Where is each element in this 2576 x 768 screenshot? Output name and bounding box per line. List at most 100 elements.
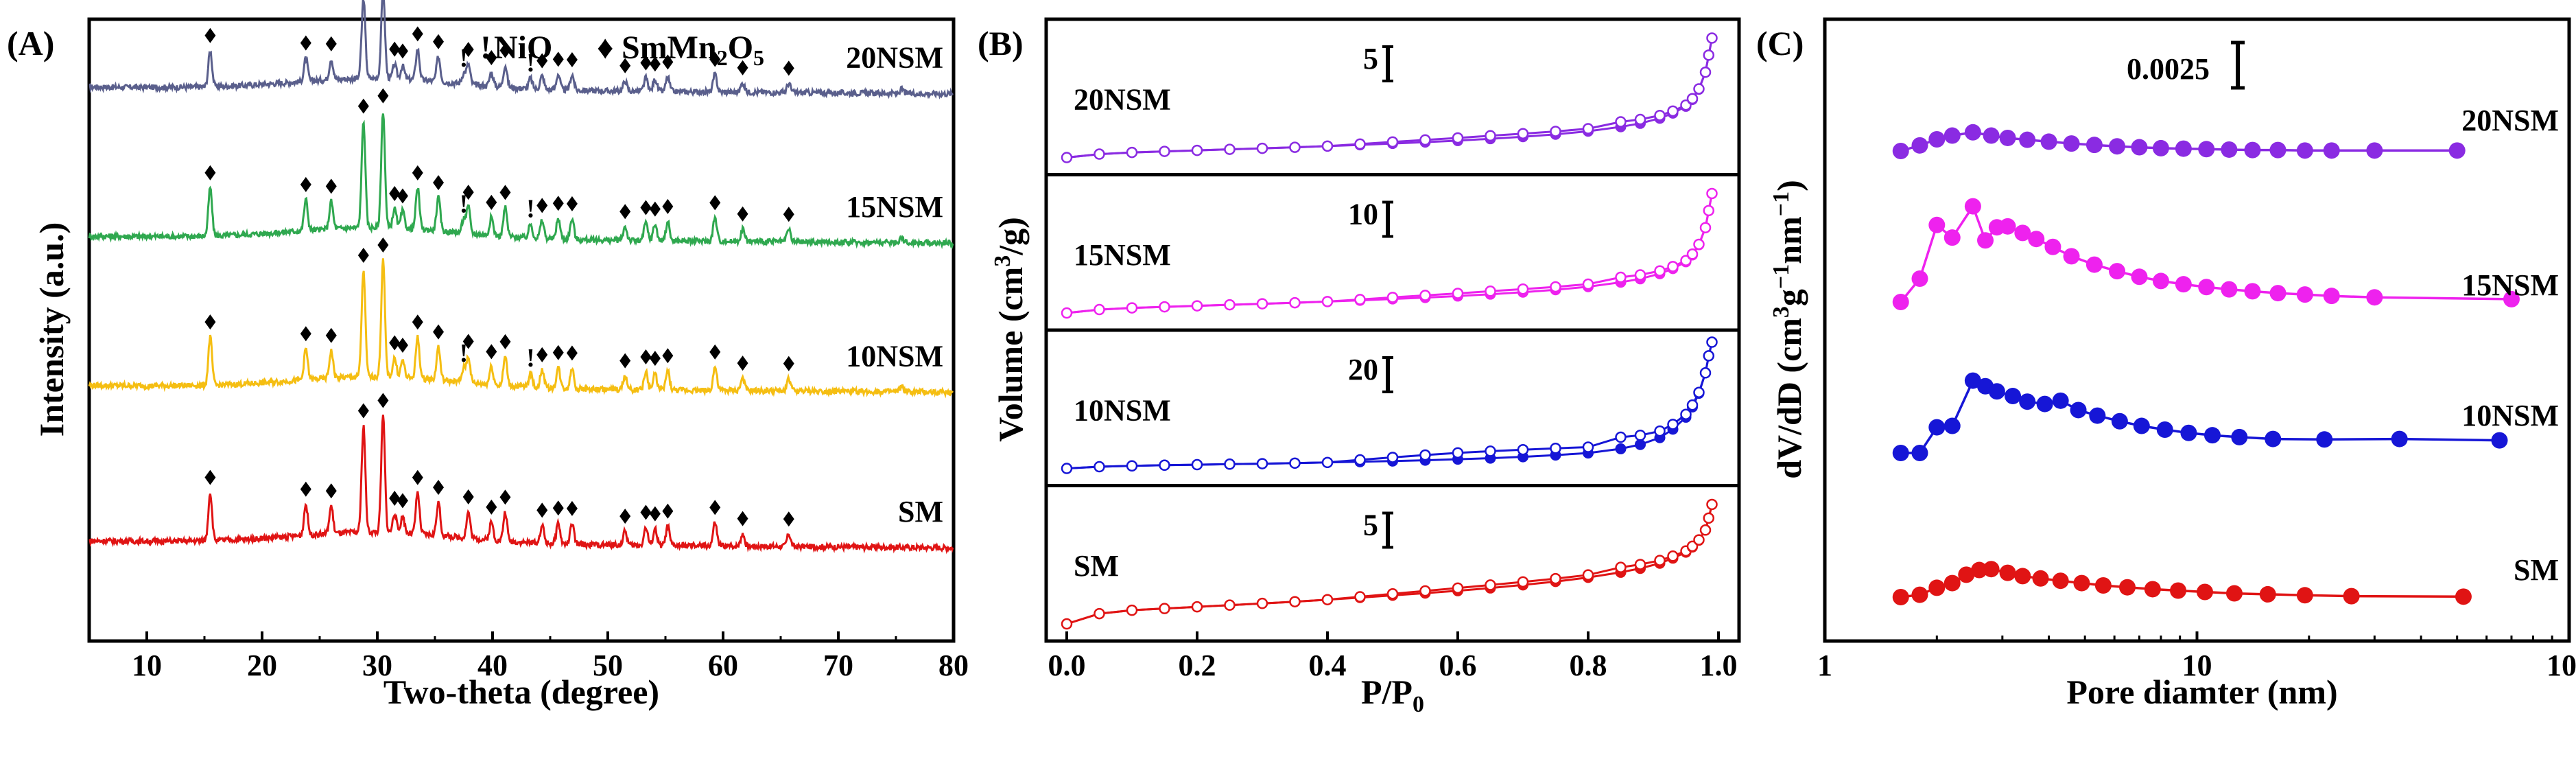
a-peak-marker-smmn2o5: [536, 502, 548, 518]
a-peak-marker-smmn2o5: [662, 503, 674, 519]
panel-a-series-labels: 20NSM 15NSM 10NSM SM: [846, 41, 943, 528]
panel-c-scale-bar: 0.0025: [2127, 40, 2245, 90]
b-des-point: [1386, 292, 1399, 303]
a-xtick-label: 30: [362, 649, 392, 682]
c-point: [2036, 395, 2053, 412]
panel-b-series: [1061, 32, 1718, 630]
c-point: [2259, 585, 2276, 603]
a-peak-marker-smmn2o5: [462, 489, 474, 505]
c-point: [1911, 445, 1928, 461]
c-point: [2063, 135, 2080, 152]
a-xtick-label: 70: [823, 649, 853, 682]
b-des-point: [1386, 136, 1399, 148]
a-xtick-label: 60: [708, 649, 738, 682]
b-series-label-SM: SM: [1074, 549, 1119, 583]
c-point: [2366, 289, 2383, 306]
c-point: [2133, 417, 2150, 434]
b-des-point: [1615, 271, 1627, 283]
c-point: [2448, 142, 2466, 159]
panel-c-frame: [1823, 17, 2571, 643]
b-des-point: [1485, 579, 1496, 591]
b-des-point: [1159, 301, 1170, 313]
b-des-point: [1354, 591, 1366, 603]
c-series-label-SM: SM: [2514, 553, 2559, 587]
b-des-point: [1452, 288, 1464, 299]
panel-c-xlabel: Pore diamter (nm): [2066, 673, 2337, 711]
c-point: [2323, 142, 2340, 159]
c-point: [2170, 582, 2187, 599]
b-des-point: [1419, 290, 1431, 301]
a-peak-marker-smmn2o5: [619, 58, 631, 73]
a-peak-marker-smmn2o5: [737, 511, 748, 526]
b-ads-point: [1615, 443, 1627, 454]
b-des-point: [1615, 561, 1627, 573]
a-peak-marker-smmn2o5: [204, 314, 216, 330]
b-des-point: [1289, 457, 1301, 469]
c-point: [2175, 140, 2192, 157]
b-des-point: [1094, 461, 1105, 473]
c-point: [2503, 290, 2520, 307]
a-peak-marker-smmn2o5: [783, 511, 794, 527]
a-series-label-20NSM: 20NSM: [846, 41, 943, 75]
c-point: [1999, 129, 2016, 146]
b-des-point: [1094, 607, 1105, 620]
b-series-label-20NSM: 20NSM: [1074, 82, 1171, 116]
a-peak-marker-smmn2o5: [662, 198, 674, 214]
b-des-point: [1550, 281, 1561, 293]
b-des-point: [1517, 576, 1529, 588]
c-point: [1943, 229, 1961, 246]
a-peak-marker-smmn2o5: [486, 499, 497, 515]
c-point: [2196, 583, 2213, 601]
a-xtick-label: 40: [477, 649, 508, 682]
c-point: [2109, 138, 2126, 155]
a-peak-marker-smmn2o5: [433, 175, 445, 191]
b-scale-label-SM: 5: [1363, 509, 1378, 542]
a-peak-marker-smmn2o5: [412, 165, 423, 181]
a-peak-marker-smmn2o5: [566, 345, 578, 361]
panel-b-xlabel: P/P0: [1361, 673, 1424, 717]
b-des-point: [1485, 130, 1496, 142]
b-ads-point: [1635, 439, 1646, 450]
a-series-20NSM: [88, 0, 954, 100]
b-des-point: [1289, 141, 1301, 153]
panel-a-series: [88, 0, 954, 555]
b-scale-label-20NSM: 5: [1363, 42, 1378, 75]
a-peak-marker-smmn2o5: [357, 98, 369, 114]
c-point: [1943, 574, 1961, 592]
b-des-point: [1256, 458, 1268, 469]
b-des-point: [1159, 459, 1170, 472]
c-point: [2152, 272, 2169, 290]
c-point: [1892, 445, 1909, 461]
a-peak-marker-smmn2o5: [552, 51, 564, 67]
c-point: [2221, 281, 2238, 298]
b-des-point: [1699, 222, 1712, 233]
a-peak-marker-smmn2o5: [552, 500, 564, 516]
b-des-point: [1615, 431, 1627, 443]
a-series-label-10NSM: 10NSM: [846, 340, 943, 373]
b-des-point: [1634, 269, 1646, 281]
a-peak-marker-smmn2o5: [377, 393, 389, 408]
b-des-point: [1419, 449, 1431, 461]
b-des-point: [1703, 205, 1714, 217]
b-des-point: [1191, 458, 1203, 471]
b-scale-label-10NSM: 20: [1348, 353, 1378, 386]
c-point: [2019, 131, 2036, 148]
b-des-point: [1703, 350, 1714, 362]
a-peak-marker-smmn2o5: [499, 334, 511, 349]
b-des-point: [1419, 134, 1431, 146]
a-peak-marker-smmn2o5: [325, 483, 337, 499]
b-des-point: [1582, 123, 1594, 135]
a-peak-marker-smmn2o5: [709, 51, 721, 67]
b-des-point: [1256, 597, 1268, 609]
a-peak-marker-smmn2o5: [377, 237, 389, 253]
b-des-point: [1615, 116, 1627, 128]
c-point: [2455, 588, 2472, 605]
a-peak-marker-smmn2o5: [486, 194, 497, 210]
a-peak-marker-smmn2o5: [709, 500, 721, 515]
a-peak-marker-smmn2o5: [462, 42, 474, 58]
a-peak-marker-smmn2o5: [325, 327, 337, 343]
a-peak-marker-smmn2o5: [433, 480, 445, 496]
c-xtick-label: 10: [2182, 649, 2212, 682]
a-peak-marker-nio: !: [526, 195, 535, 224]
